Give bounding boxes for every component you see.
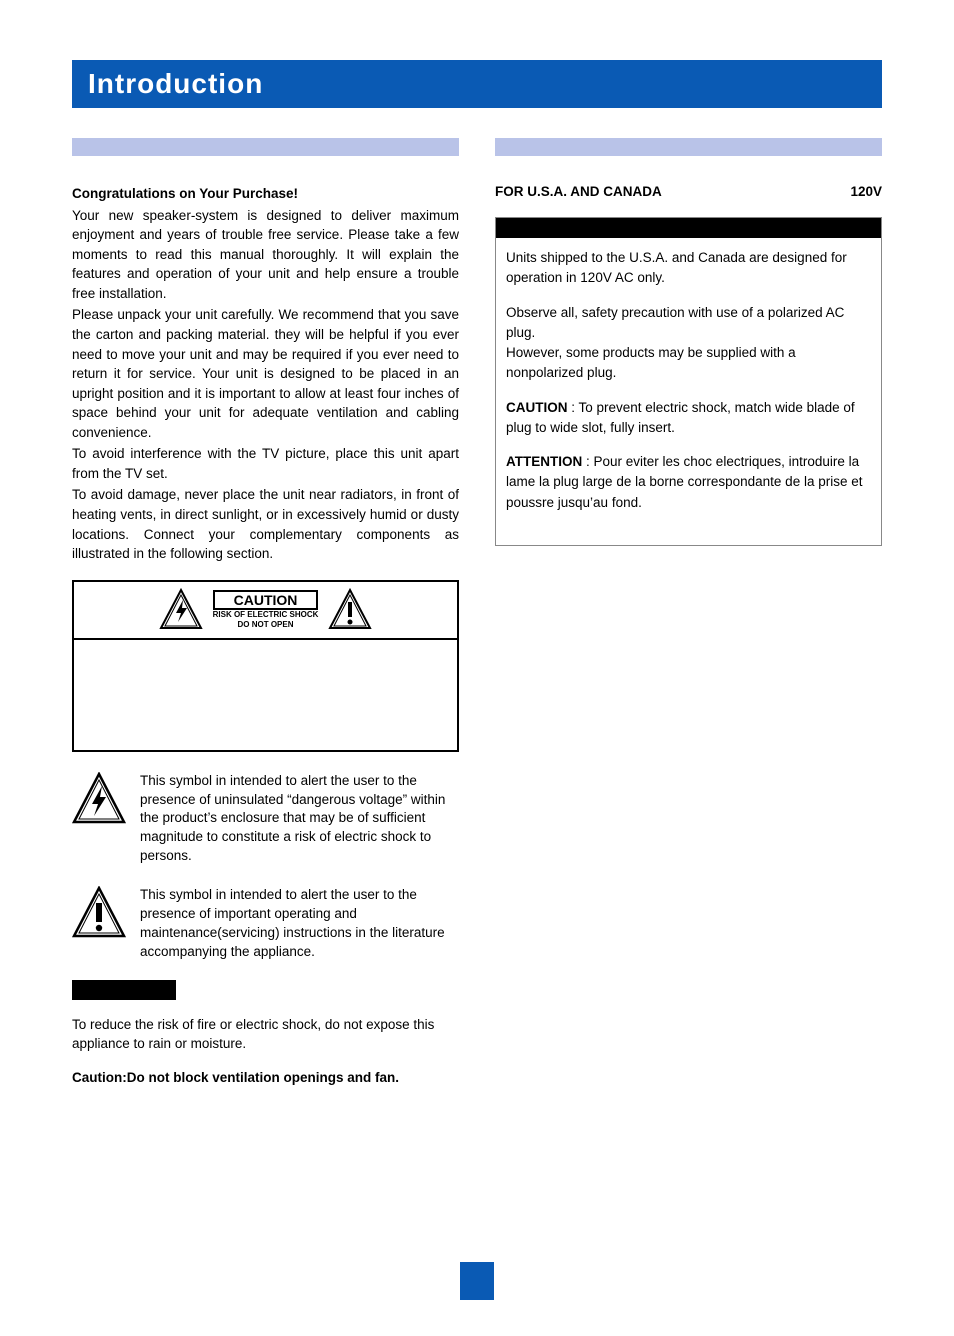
- exclamation-triangle-icon: [72, 886, 126, 940]
- notice-paragraph-1: Units shipped to the U.S.A. and Canada a…: [506, 248, 871, 289]
- warning-tag: [72, 980, 176, 1000]
- notice-p2b: However, some products may be supplied w…: [506, 345, 796, 380]
- caution-label: CAUTION: [213, 590, 319, 611]
- lightning-triangle-icon: [72, 772, 126, 826]
- left-column-header-bar: [72, 138, 459, 156]
- region-label: FOR U.S.A. AND CANADA: [495, 184, 662, 199]
- intro-paragraph-2: Please unpack your unit carefully. We re…: [72, 305, 459, 442]
- exclamation-triangle-icon: [328, 588, 372, 632]
- right-column-header-bar: [495, 138, 882, 156]
- caution-box-header: CAUTION RISK OF ELECTRIC SHOCK DO NOT OP…: [74, 582, 457, 640]
- voltage-label: 120V: [850, 184, 882, 199]
- symbol-row-1: This symbol in intended to alert the use…: [72, 772, 459, 866]
- notice-p2a: Observe all, safety precaution with use …: [506, 305, 844, 340]
- symbol-1-text: This symbol in intended to alert the use…: [140, 772, 459, 866]
- caution-ventilation: Caution:Do not block ventilation opening…: [72, 1068, 459, 1088]
- notice-paragraph-2: Observe all, safety precaution with use …: [506, 303, 871, 384]
- intro-paragraph-3: To avoid interference with the TV pictur…: [72, 444, 459, 483]
- notice-attention: ATTENTION : Pour eviter les choc electri…: [506, 452, 871, 513]
- symbol-2-text: This symbol in intended to alert the use…: [140, 886, 459, 962]
- notice-body: Units shipped to the U.S.A. and Canada a…: [496, 238, 881, 545]
- right-header: FOR U.S.A. AND CANADA 120V: [495, 184, 882, 199]
- caution-subtext-2: DO NOT OPEN: [213, 620, 319, 630]
- intro-paragraph-1: Your new speaker-system is designed to d…: [72, 206, 459, 304]
- lightning-triangle-icon: [159, 588, 203, 632]
- notice-header-bar: [496, 218, 881, 238]
- page-title-bar: Introduction: [72, 60, 882, 108]
- caution-subtext-1: RISK OF ELECTRIC SHOCK: [213, 610, 319, 620]
- congrats-heading-text: Congratulations on Your Purchase!: [72, 186, 298, 201]
- caution-center: CAUTION RISK OF ELECTRIC SHOCK DO NOT OP…: [213, 590, 319, 630]
- left-column: Congratulations on Your Purchase! Your n…: [72, 138, 459, 1089]
- caution-box: CAUTION RISK OF ELECTRIC SHOCK DO NOT OP…: [72, 580, 459, 752]
- congrats-heading: Congratulations on Your Purchase!: [72, 184, 459, 204]
- document-page: Introduction Congratulations on Your Pur…: [0, 0, 954, 1336]
- notice-caution: CAUTION : To prevent electric shock, mat…: [506, 398, 871, 439]
- page-title: Introduction: [88, 68, 263, 99]
- symbol-row-2: This symbol in intended to alert the use…: [72, 886, 459, 962]
- right-column: FOR U.S.A. AND CANADA 120V Units shipped…: [495, 138, 882, 1089]
- warning-text: To reduce the risk of fire or electric s…: [72, 1015, 459, 1054]
- notice-attention-label: ATTENTION: [506, 454, 582, 469]
- intro-paragraph-4: To avoid damage, never place the unit ne…: [72, 485, 459, 563]
- two-column-layout: Congratulations on Your Purchase! Your n…: [72, 138, 882, 1089]
- page-number-box: [460, 1262, 494, 1300]
- caution-box-body: [74, 640, 457, 750]
- notice-caution-label: CAUTION: [506, 400, 568, 415]
- notice-box: Units shipped to the U.S.A. and Canada a…: [495, 217, 882, 546]
